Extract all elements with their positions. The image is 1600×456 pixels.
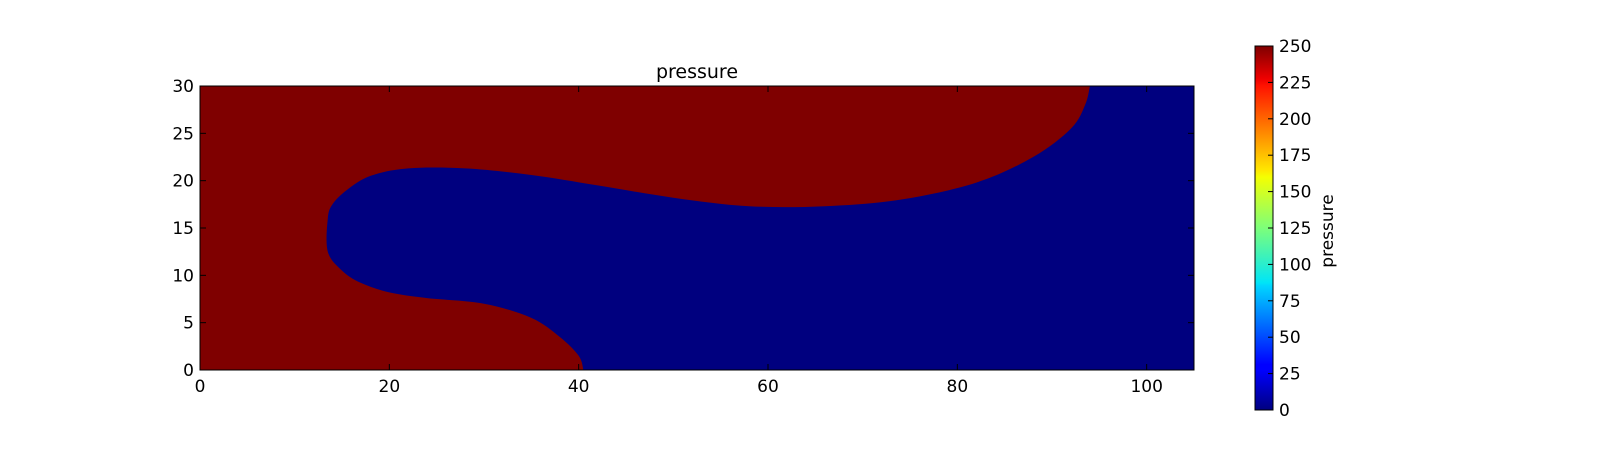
colorbar-label: pressure	[1318, 194, 1338, 267]
colorbar-tick-label: 225	[1279, 73, 1311, 93]
x-tick-label: 40	[568, 377, 590, 397]
x-tick-label: 60	[757, 377, 779, 397]
plot-area	[199, 85, 1195, 371]
colorbar-tick-label: 200	[1279, 110, 1311, 130]
high-pressure-region	[200, 86, 1090, 370]
chart-title: pressure	[656, 61, 738, 83]
y-tick-label: 0	[183, 361, 194, 381]
colorbar-tick-label: 0	[1279, 401, 1290, 421]
x-tick-label: 100	[1130, 377, 1162, 397]
y-tick-label: 10	[172, 266, 194, 286]
x-tick-label: 20	[379, 377, 401, 397]
y-tick-label: 25	[172, 124, 194, 144]
x-tick-label: 0	[195, 377, 206, 397]
colorbar-tick-label: 75	[1279, 292, 1301, 312]
y-tick-label: 5	[183, 314, 194, 334]
colorbar-tick-label: 25	[1279, 365, 1301, 385]
x-axis: 0 20 40 60 80 100	[195, 86, 1163, 397]
colorbar-ticks: 0 25 50 75 100 125 150 175 200 225 250	[1268, 37, 1311, 421]
colorbar-tick-label: 150	[1279, 183, 1311, 203]
colorbar-tick-label: 50	[1279, 328, 1301, 348]
colorbar-tick-label: 250	[1279, 37, 1311, 57]
y-tick-label: 20	[172, 172, 194, 192]
colorbar: 0 25 50 75 100 125 150 175 200 225 250 pressure	[1254, 37, 1338, 421]
x-tick-label: 80	[947, 377, 969, 397]
y-tick-label: 30	[172, 77, 194, 97]
y-tick-label: 15	[172, 219, 194, 239]
colorbar-tick-label: 125	[1279, 219, 1311, 239]
colorbar-tick-label: 175	[1279, 146, 1311, 166]
y-axis: 0 5 10 15 20 25 30	[172, 77, 1194, 381]
colorbar-tick-label: 100	[1279, 255, 1311, 275]
